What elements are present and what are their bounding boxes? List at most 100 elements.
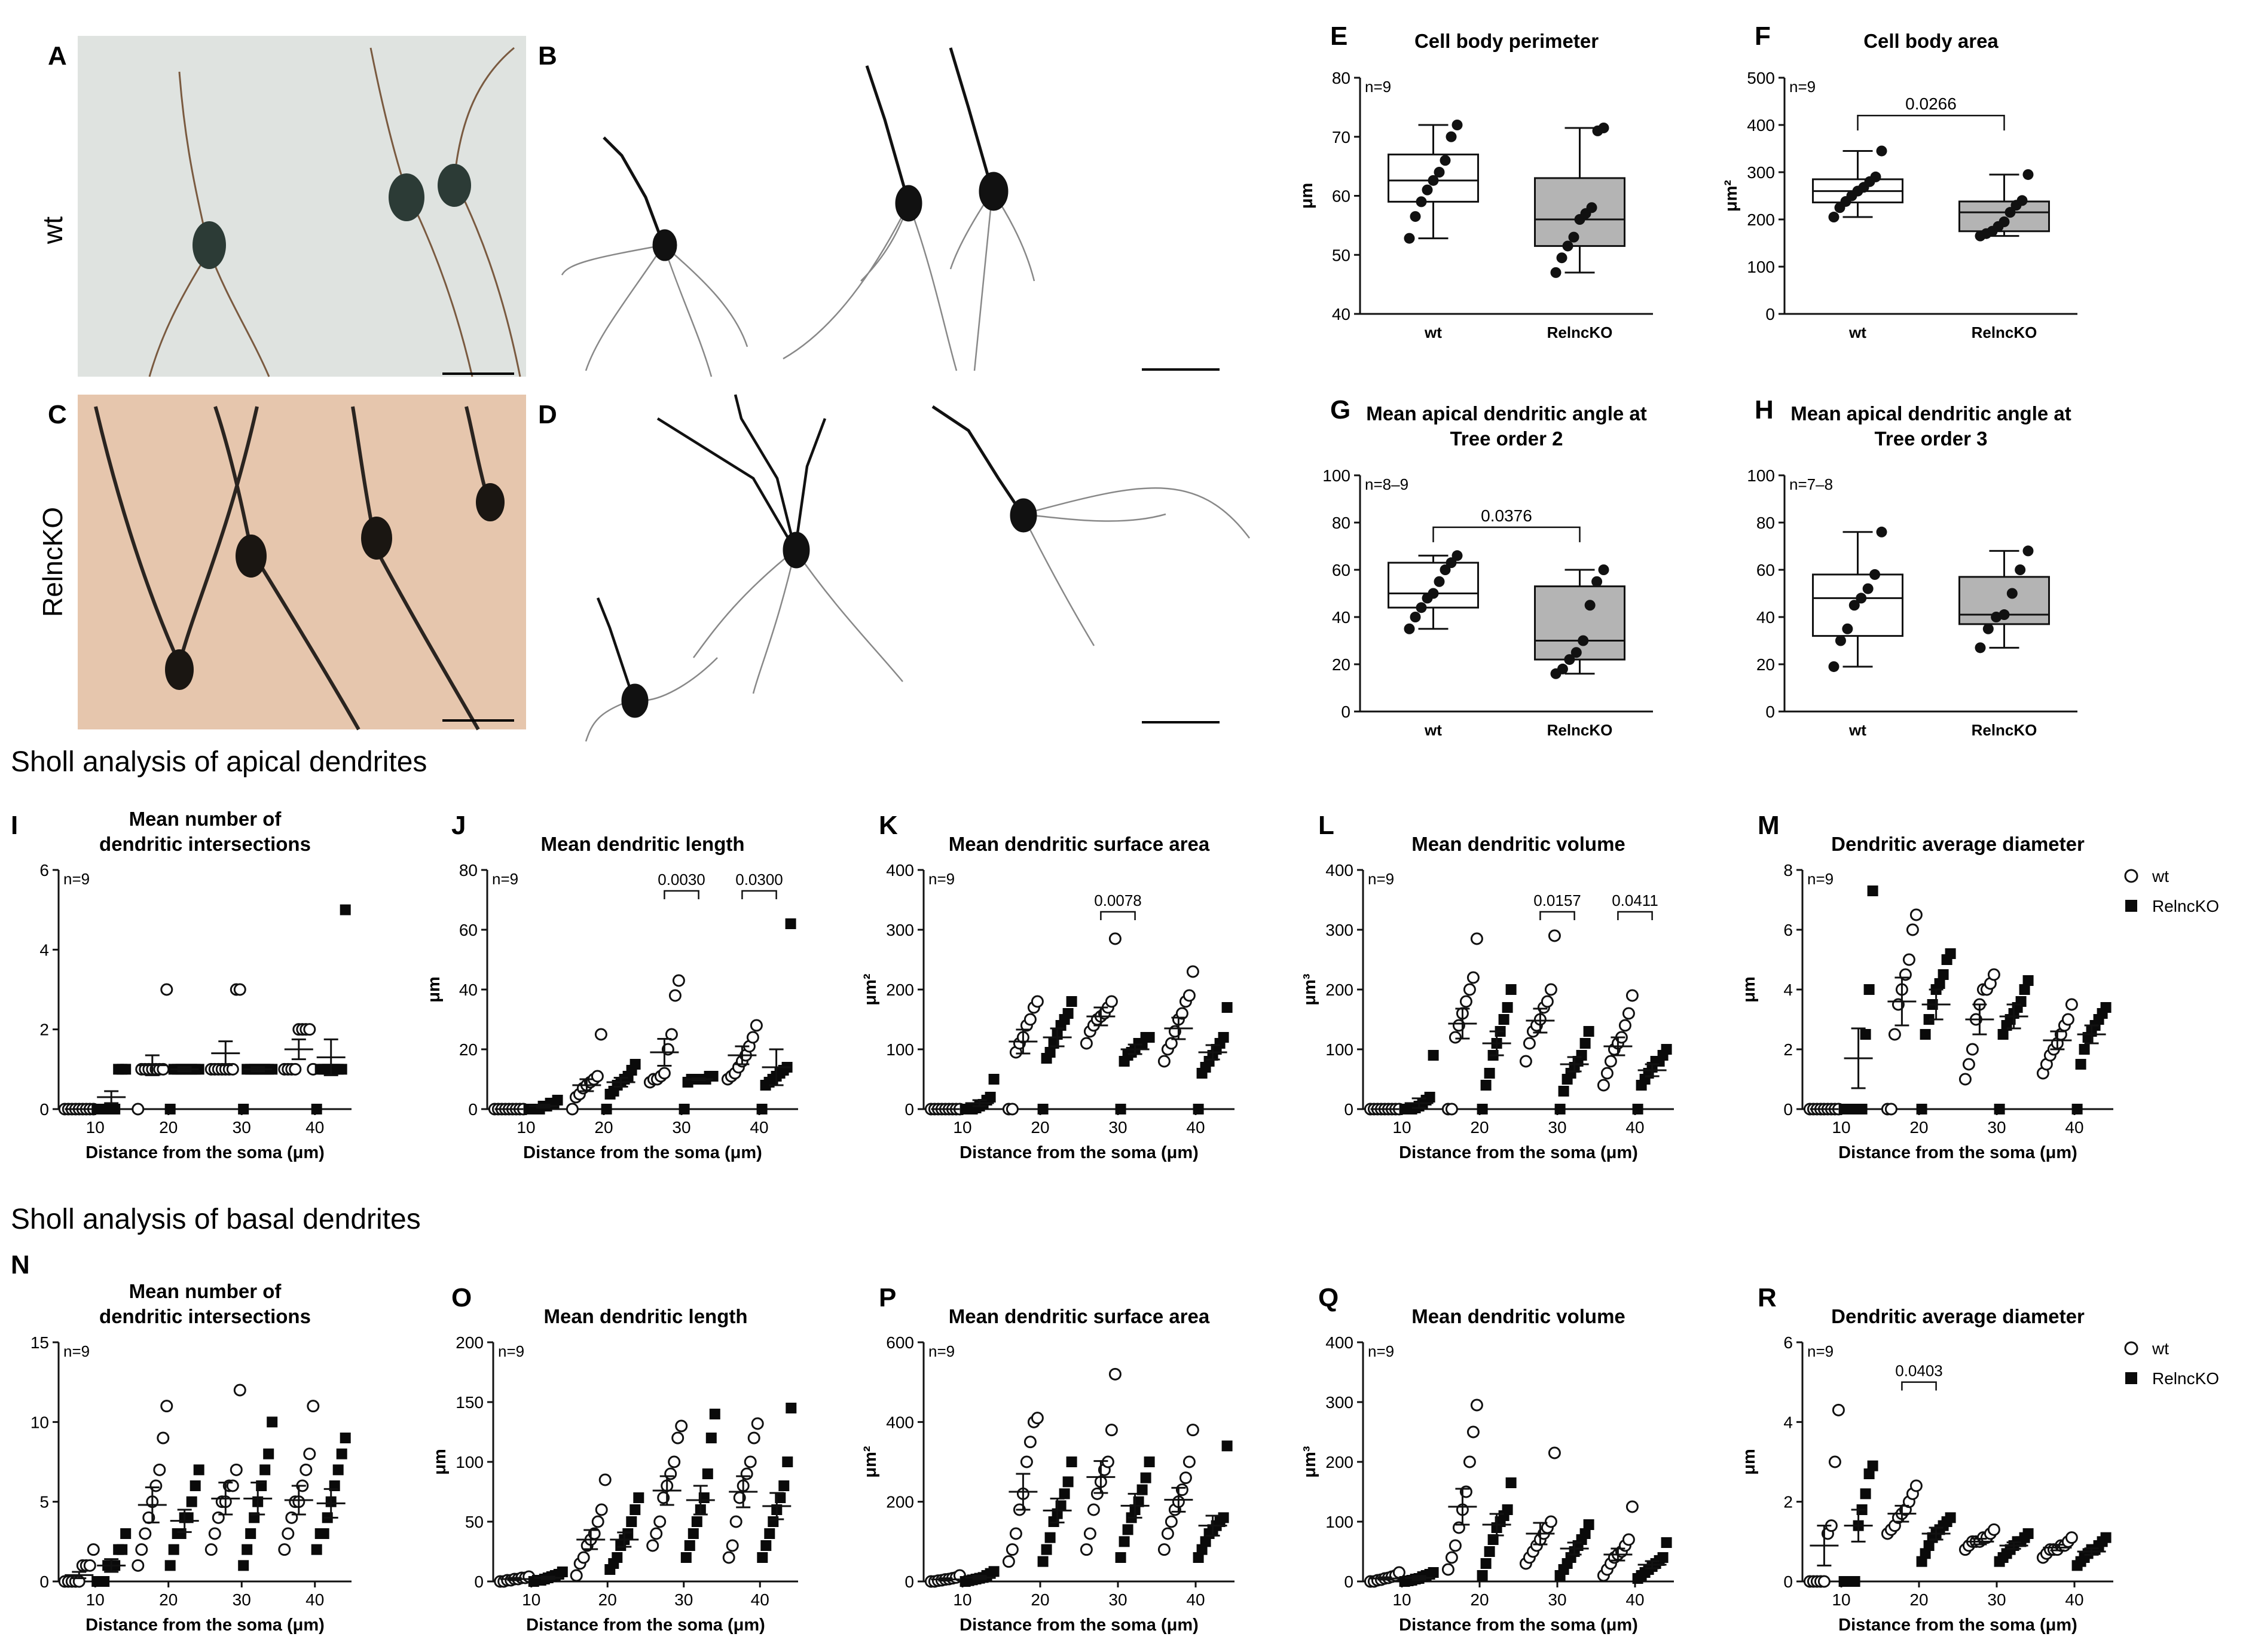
panel-p-point-relnko bbox=[1144, 1456, 1155, 1467]
panel-q-point-relnko bbox=[1505, 1477, 1517, 1488]
panel-r-x-label: Distance from the soma (μm) bbox=[1838, 1616, 2077, 1635]
tracing-wt bbox=[561, 47, 1220, 377]
panel-j-x-label: Distance from the soma (μm) bbox=[523, 1143, 762, 1162]
panel-g-data-point bbox=[1434, 576, 1445, 587]
panel-g-letter: G bbox=[1330, 395, 1350, 425]
panel-j-significance-bracket bbox=[664, 890, 699, 899]
panel-o-letter: O bbox=[451, 1283, 472, 1312]
panel-q-point-wt bbox=[1622, 1533, 1635, 1546]
panel-m-point-relnko bbox=[2071, 1104, 2083, 1114]
panel-n-point-relnko bbox=[117, 1544, 128, 1555]
panel-e-title-line: Cell body perimeter bbox=[1414, 30, 1599, 52]
panel-q-y-tick-label: 200 bbox=[1325, 1453, 1353, 1471]
panel-q-point-wt bbox=[1445, 1551, 1458, 1564]
panel-e-data-point bbox=[1586, 202, 1597, 213]
panel-m-point-relnko bbox=[2022, 975, 2034, 986]
panel-o-point-wt bbox=[726, 1539, 739, 1552]
panel-f-y-tick-label: 100 bbox=[1747, 258, 1775, 276]
panel-i-point-wt bbox=[132, 1103, 145, 1116]
panel-r-letter: R bbox=[1758, 1283, 1777, 1312]
panel-n-point-wt bbox=[300, 1463, 313, 1476]
panel-k-significance-bracket bbox=[1100, 911, 1136, 920]
panel-n-point-wt bbox=[204, 1543, 218, 1556]
panel-m-legend-point-relnko bbox=[2125, 900, 2137, 912]
panel-h-data-point bbox=[1975, 642, 1986, 654]
panel-m-point-relnko bbox=[1916, 1104, 1927, 1114]
panel-k-x-tick-label: 20 bbox=[1031, 1118, 1049, 1137]
panel-p-point-relnko bbox=[1115, 1552, 1126, 1563]
panel-g-data-point bbox=[1428, 588, 1439, 599]
panel-p-y-tick-label: 200 bbox=[886, 1493, 914, 1511]
panel-j-point-relnko bbox=[630, 1059, 641, 1070]
panel-k-y-tick-label: 100 bbox=[886, 1040, 914, 1059]
panel-o-point-wt bbox=[577, 1551, 590, 1564]
panel-g-y-tick-label: 40 bbox=[1332, 608, 1350, 627]
panel-l-point-relnko bbox=[1480, 1080, 1492, 1091]
panel-m-point-relnko bbox=[1934, 978, 1945, 989]
panel-n-chart: N Mean number of dendritic intersections 0 5… bbox=[11, 1250, 352, 1635]
panel-m-letter: M bbox=[1758, 811, 1780, 840]
panel-n-y-tick-label: 10 bbox=[30, 1413, 49, 1431]
panel-p-point-wt bbox=[1182, 1455, 1196, 1468]
panel-g-data-point bbox=[1584, 600, 1596, 611]
panel-p-x-label: Distance from the soma (μm) bbox=[960, 1616, 1199, 1635]
panel-o-x-tick-label: 30 bbox=[674, 1590, 693, 1609]
panel-r-y-tick-label: 4 bbox=[1783, 1413, 1793, 1431]
panel-f-y-tick-label: 500 bbox=[1747, 69, 1775, 87]
panel-p-x-tick-label: 10 bbox=[953, 1590, 971, 1609]
panel-r-x-tick-label: 40 bbox=[2065, 1590, 2083, 1609]
panel-l-point-relnko bbox=[1424, 1092, 1435, 1103]
panel-m-x-label: Distance from the soma (μm) bbox=[1838, 1143, 2077, 1162]
panel-p-point-relnko bbox=[988, 1566, 1000, 1577]
panel-e-data-point bbox=[1410, 211, 1421, 222]
panel-m-x-tick-label: 20 bbox=[1909, 1118, 1928, 1137]
panel-m-y-tick-label: 2 bbox=[1783, 1040, 1793, 1059]
panel-f-title-line: Cell body area bbox=[1863, 30, 1999, 52]
panel-r-legend-point-wt bbox=[2124, 1341, 2138, 1355]
panel-l-point-relnko bbox=[1632, 1104, 1643, 1114]
panel-o-point-relnko bbox=[705, 1433, 717, 1443]
panel-n-y-tick-label: 15 bbox=[30, 1333, 49, 1352]
panel-k-x-tick-label: 40 bbox=[1186, 1118, 1205, 1137]
panel-k-y-tick-label: 200 bbox=[886, 981, 914, 999]
panel-m-y-tick-label: 4 bbox=[1783, 981, 1793, 999]
panel-g-data-point bbox=[1452, 550, 1463, 561]
panel-i-x-label: Distance from the soma (μm) bbox=[85, 1143, 325, 1162]
panel-n-point-relnko bbox=[190, 1480, 201, 1491]
panel-k-x-label: Distance from the soma (μm) bbox=[960, 1143, 1199, 1162]
panel-g-data-point bbox=[1404, 623, 1415, 634]
panel-m-point-wt bbox=[1966, 1043, 1979, 1056]
panel-m-point-relnko bbox=[1860, 1029, 1871, 1040]
panel-p-point-wt bbox=[1105, 1424, 1118, 1437]
panel-g-data-point bbox=[1578, 635, 1589, 646]
row-label-relnko: RelncKO bbox=[37, 507, 68, 617]
panel-m-point-wt bbox=[1987, 968, 2000, 981]
panel-p-title-line: Mean dendritic surface area bbox=[949, 1305, 1210, 1327]
panel-k-point-relnko bbox=[1221, 1002, 1233, 1013]
panel-j-point-relnko bbox=[785, 918, 796, 929]
panel-e-data-point bbox=[1422, 184, 1433, 196]
panel-k-point-relnko bbox=[1037, 1104, 1049, 1114]
panel-r-point-relnko bbox=[1860, 1488, 1871, 1500]
panel-l-point-wt bbox=[1597, 1079, 1610, 1092]
panel-p-y-label: μm² bbox=[861, 1446, 880, 1478]
panel-n-point-wt bbox=[230, 1463, 243, 1476]
panel-i-y-tick-label: 4 bbox=[39, 940, 49, 959]
panel-h-y-tick-label: 0 bbox=[1765, 703, 1775, 721]
panel-l-point-wt bbox=[1445, 1103, 1458, 1116]
panel-q-x-label: Distance from the soma (μm) bbox=[1399, 1616, 1638, 1635]
panel-j-y-tick-label: 40 bbox=[459, 981, 478, 999]
panel-r-legend-point-relnko bbox=[2125, 1372, 2137, 1384]
panel-i-y-tick-label: 0 bbox=[39, 1100, 49, 1119]
micrograph-c-background bbox=[78, 395, 526, 729]
panel-o-point-relnko bbox=[691, 1516, 702, 1527]
panel-p-point-relnko bbox=[1218, 1512, 1229, 1523]
panel-o-point-relnko bbox=[757, 1552, 768, 1563]
panel-p-point-wt bbox=[1080, 1543, 1093, 1556]
panel-q-point-relnko bbox=[1477, 1570, 1488, 1581]
panel-e-data-point bbox=[1550, 267, 1562, 278]
panel-e-y-tick-label: 80 bbox=[1332, 69, 1350, 87]
panel-i-point-relnko bbox=[340, 904, 351, 915]
panel-q-point-wt bbox=[1470, 1398, 1483, 1412]
